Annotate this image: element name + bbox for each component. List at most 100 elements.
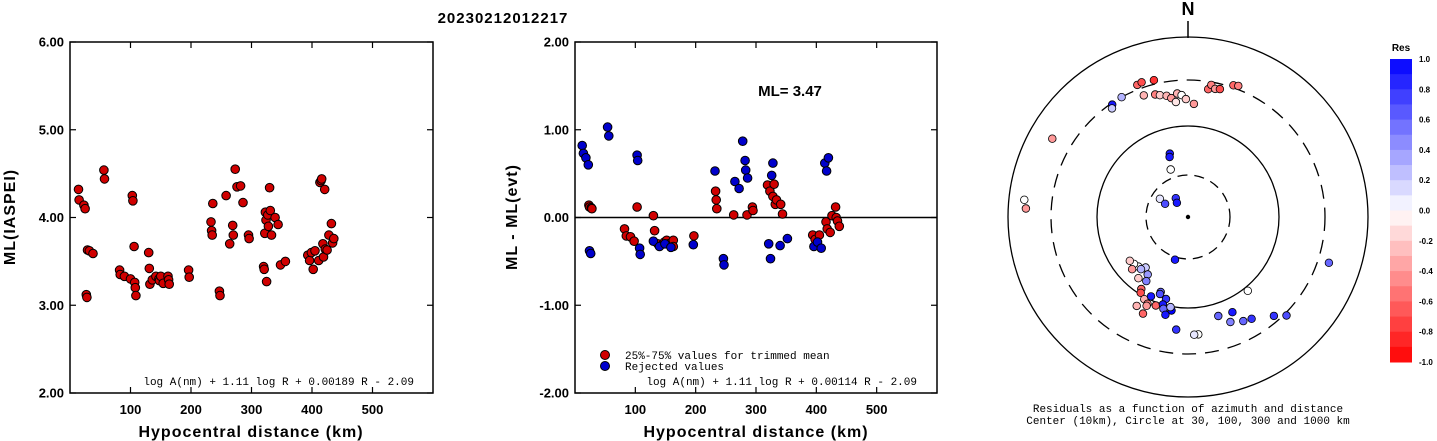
station-marker [1149, 75, 1159, 85]
data-point [73, 184, 84, 195]
colorbar-swatch [1390, 104, 1412, 121]
data-point [215, 290, 225, 301]
station-marker [1234, 81, 1243, 91]
colorbar-swatch [1390, 210, 1412, 227]
y-axis-label: ML(IASPEI) [2, 169, 19, 265]
colorbar-tick-label: -0.2 [1419, 237, 1433, 246]
data-point [227, 220, 238, 231]
colorbar-swatch [1390, 149, 1412, 166]
data-point [329, 233, 339, 244]
colorbar-swatch [1390, 316, 1412, 333]
station-marker [1136, 288, 1145, 297]
panel-ml-residual-vs-distance: -2.00 -1.00 0.00 1.00 2.00 100 200 300 400 500 M… [504, 35, 938, 441]
station-marker [1172, 198, 1182, 207]
station-marker [1166, 302, 1175, 312]
data-point [740, 165, 751, 175]
data-point [825, 227, 836, 238]
colorbar-labels: 1.0 0.8 0.6 0.4 0.2 0.0 -0.2 -0.4 -0.6 -0.8 -1.0 [1419, 55, 1433, 367]
data-point [632, 202, 642, 212]
legend-label-trimmed: 25%-75% values for trimmed mean [625, 351, 830, 363]
data-point [144, 263, 155, 274]
colorbar-swatches [1390, 59, 1412, 363]
colorbar-tick-label: -0.6 [1419, 297, 1433, 306]
equation-annotation: log A(nm) + 1.11 log R + 0.00189 R - 2.0… [143, 377, 414, 389]
data-point [583, 160, 594, 170]
data-point [765, 253, 776, 264]
station-marker [1282, 311, 1291, 320]
colorbar-tick-label: 0.6 [1419, 116, 1431, 125]
colorbar-tick-label: 0.8 [1419, 85, 1431, 94]
data-point [238, 197, 248, 208]
data-point [635, 249, 646, 260]
y-tick-label: 2.00 [39, 386, 64, 401]
y-axis: -2.00 -1.00 0.00 1.00 2.00 [539, 35, 937, 401]
data-points [577, 122, 845, 270]
station-marker [1117, 92, 1126, 102]
data-point [208, 198, 218, 209]
data-point [816, 243, 827, 253]
circle-100km [1096, 125, 1280, 309]
station-marker [1021, 204, 1031, 213]
station-marker [1171, 325, 1181, 334]
y-tick-label: 1.00 [544, 122, 569, 137]
colorbar-swatch [1390, 74, 1412, 90]
data-point [235, 181, 246, 191]
colorbar-swatch [1390, 271, 1412, 287]
x-tick-label: 300 [241, 402, 263, 417]
panel-azimuth-residuals: N Residuals as a function of azimuth and… [1007, 0, 1369, 428]
ml-value-label: ML= 3.47 [758, 83, 822, 100]
data-point [280, 256, 291, 267]
data-point [99, 165, 109, 175]
legend-marker-rejected [600, 361, 610, 371]
data-point [322, 245, 332, 255]
data-point [821, 166, 832, 176]
equation-annotation: log A(nm) + 1.11 log R + 0.00114 R - 2.0… [646, 377, 917, 389]
x-tick-label: 200 [180, 402, 202, 417]
data-point [221, 190, 231, 201]
data-point [604, 131, 614, 141]
x-axis-label: Hypocentral distance (km) [138, 424, 363, 441]
colorbar-swatch [1390, 195, 1412, 211]
station-marker [1170, 255, 1180, 264]
station-marker [1142, 301, 1151, 310]
data-point [264, 182, 275, 193]
data-point [782, 233, 793, 244]
colorbar-swatch [1390, 59, 1412, 75]
station-marker [1127, 265, 1137, 274]
circle-300km [1050, 79, 1326, 355]
data-point [128, 196, 138, 206]
station-marker [1269, 311, 1279, 321]
x-axis: 100 200 300 400 500 [624, 42, 888, 417]
x-tick-label: 400 [805, 402, 827, 417]
station-marker [1181, 94, 1191, 104]
data-point [184, 272, 194, 283]
data-point [164, 279, 174, 290]
data-point [207, 230, 217, 240]
x-tick-label: 100 [624, 402, 646, 417]
station-marker [1226, 317, 1235, 327]
station-marker [1243, 286, 1252, 295]
data-point [649, 225, 660, 236]
x-tick-label: 500 [866, 402, 888, 417]
colorbar-swatch [1390, 255, 1412, 272]
station-marker [1155, 194, 1165, 203]
data-point [263, 221, 274, 232]
data-point [775, 240, 785, 251]
data-point [80, 203, 90, 214]
colorbar-swatch [1390, 301, 1412, 318]
data-point [130, 282, 141, 293]
y-tick-label: 0.00 [544, 210, 569, 225]
station-marker [1125, 256, 1134, 265]
station-marker [1189, 99, 1199, 109]
data-point [129, 241, 139, 252]
colorbar-swatch [1390, 89, 1412, 105]
data-point [830, 202, 841, 212]
data-point [224, 239, 235, 249]
colorbar-swatch [1390, 165, 1412, 181]
panel-ml-vs-distance: 2.00 3.00 4.00 5.00 6.00 100 200 300 400 500 log… [2, 35, 434, 441]
station-marker [1048, 134, 1057, 143]
data-point [316, 174, 327, 184]
data-point [711, 195, 722, 205]
data-point [740, 155, 750, 166]
caption-line-1: Residuals as a function of azimuth and d… [1033, 404, 1343, 416]
